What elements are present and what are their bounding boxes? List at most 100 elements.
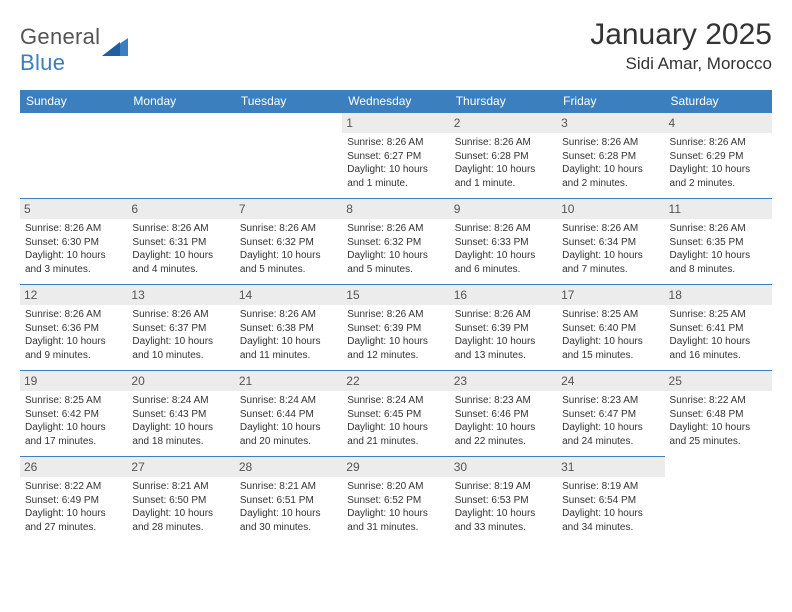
logo-part1: General bbox=[20, 24, 100, 49]
day-daylight: Daylight: 10 hours and 7 minutes. bbox=[562, 249, 659, 276]
day-sunset: Sunset: 6:39 PM bbox=[455, 322, 552, 336]
day-daylight: Daylight: 10 hours and 3 minutes. bbox=[25, 249, 122, 276]
calendar-week-row: 19Sunrise: 8:25 AMSunset: 6:42 PMDayligh… bbox=[20, 371, 772, 457]
calendar-week-row: 12Sunrise: 8:26 AMSunset: 6:36 PMDayligh… bbox=[20, 285, 772, 371]
day-sunrise: Sunrise: 8:26 AM bbox=[25, 222, 122, 236]
calendar-day-cell: 16Sunrise: 8:26 AMSunset: 6:39 PMDayligh… bbox=[450, 285, 557, 371]
day-sunrise: Sunrise: 8:26 AM bbox=[455, 136, 552, 150]
day-sunrise: Sunrise: 8:26 AM bbox=[562, 136, 659, 150]
column-header: Saturday bbox=[665, 90, 772, 113]
page-title: January 2025 bbox=[590, 18, 772, 52]
logo-triangle-icon bbox=[102, 34, 128, 61]
day-sunset: Sunset: 6:36 PM bbox=[25, 322, 122, 336]
day-daylight: Daylight: 10 hours and 2 minutes. bbox=[562, 163, 659, 190]
day-number: 30 bbox=[450, 457, 557, 477]
calendar-header-row: SundayMondayTuesdayWednesdayThursdayFrid… bbox=[20, 90, 772, 113]
day-sunset: Sunset: 6:42 PM bbox=[25, 408, 122, 422]
day-sunrise: Sunrise: 8:23 AM bbox=[455, 394, 552, 408]
day-sunrise: Sunrise: 8:25 AM bbox=[562, 308, 659, 322]
calendar-day-cell: 21Sunrise: 8:24 AMSunset: 6:44 PMDayligh… bbox=[235, 371, 342, 457]
day-number: 19 bbox=[20, 371, 127, 391]
day-number: 4 bbox=[665, 113, 772, 133]
day-daylight: Daylight: 10 hours and 8 minutes. bbox=[670, 249, 767, 276]
day-sunset: Sunset: 6:47 PM bbox=[562, 408, 659, 422]
day-number: 16 bbox=[450, 285, 557, 305]
day-sunrise: Sunrise: 8:26 AM bbox=[455, 222, 552, 236]
calendar-day-cell: 9Sunrise: 8:26 AMSunset: 6:33 PMDaylight… bbox=[450, 199, 557, 285]
day-daylight: Daylight: 10 hours and 1 minute. bbox=[347, 163, 444, 190]
calendar-day-cell: 15Sunrise: 8:26 AMSunset: 6:39 PMDayligh… bbox=[342, 285, 449, 371]
day-number: 29 bbox=[342, 457, 449, 477]
day-daylight: Daylight: 10 hours and 28 minutes. bbox=[132, 507, 229, 534]
day-sunset: Sunset: 6:43 PM bbox=[132, 408, 229, 422]
day-sunset: Sunset: 6:54 PM bbox=[562, 494, 659, 508]
column-header: Monday bbox=[127, 90, 234, 113]
day-sunset: Sunset: 6:53 PM bbox=[455, 494, 552, 508]
calendar-day-cell bbox=[127, 113, 234, 199]
day-number: 14 bbox=[235, 285, 342, 305]
calendar-day-cell: 6Sunrise: 8:26 AMSunset: 6:31 PMDaylight… bbox=[127, 199, 234, 285]
day-sunrise: Sunrise: 8:25 AM bbox=[670, 308, 767, 322]
header: General Blue January 2025 Sidi Amar, Mor… bbox=[20, 18, 772, 76]
day-sunset: Sunset: 6:33 PM bbox=[455, 236, 552, 250]
day-sunrise: Sunrise: 8:19 AM bbox=[455, 480, 552, 494]
day-number: 7 bbox=[235, 199, 342, 219]
day-sunrise: Sunrise: 8:26 AM bbox=[240, 222, 337, 236]
day-number: 11 bbox=[665, 199, 772, 219]
logo-text: General Blue bbox=[20, 24, 100, 76]
day-sunset: Sunset: 6:50 PM bbox=[132, 494, 229, 508]
day-number: 2 bbox=[450, 113, 557, 133]
day-daylight: Daylight: 10 hours and 27 minutes. bbox=[25, 507, 122, 534]
day-sunset: Sunset: 6:31 PM bbox=[132, 236, 229, 250]
calendar-day-cell: 1Sunrise: 8:26 AMSunset: 6:27 PMDaylight… bbox=[342, 113, 449, 199]
day-number: 25 bbox=[665, 371, 772, 391]
calendar-day-cell: 27 Sunrise: 8:21 AMSunset: 6:50 PMDayligh… bbox=[127, 457, 234, 543]
calendar-day-cell: 24Sunrise: 8:23 AMSunset: 6:47 PMDayligh… bbox=[557, 371, 664, 457]
calendar-day-cell: 29Sunrise: 8:20 AMSunset: 6:52 PMDayligh… bbox=[342, 457, 449, 543]
calendar-day-cell bbox=[20, 113, 127, 199]
calendar-day-cell: 13Sunrise: 8:26 AMSunset: 6:37 PMDayligh… bbox=[127, 285, 234, 371]
day-number: 5 bbox=[20, 199, 127, 219]
day-daylight: Daylight: 10 hours and 1 minute. bbox=[455, 163, 552, 190]
day-sunrise: Sunrise: 8:22 AM bbox=[670, 394, 767, 408]
day-sunset: Sunset: 6:30 PM bbox=[25, 236, 122, 250]
day-daylight: Daylight: 10 hours and 5 minutes. bbox=[347, 249, 444, 276]
calendar-day-cell: 12Sunrise: 8:26 AMSunset: 6:36 PMDayligh… bbox=[20, 285, 127, 371]
day-daylight: Daylight: 10 hours and 20 minutes. bbox=[240, 421, 337, 448]
day-daylight: Daylight: 10 hours and 34 minutes. bbox=[562, 507, 659, 534]
day-sunrise: Sunrise: 8:21 AM bbox=[132, 480, 229, 494]
day-sunrise: Sunrise: 8:24 AM bbox=[132, 394, 229, 408]
day-sunset: Sunset: 6:44 PM bbox=[240, 408, 337, 422]
calendar-day-cell bbox=[235, 113, 342, 199]
calendar-day-cell: 25Sunrise: 8:22 AMSunset: 6:48 PMDayligh… bbox=[665, 371, 772, 457]
day-number: 26 bbox=[20, 457, 127, 477]
calendar-day-cell: 22Sunrise: 8:24 AMSunset: 6:45 PMDayligh… bbox=[342, 371, 449, 457]
day-number: 22 bbox=[342, 371, 449, 391]
day-daylight: Daylight: 10 hours and 22 minutes. bbox=[455, 421, 552, 448]
calendar-day-cell: 5 Sunrise: 8:26 AMSunset: 6:30 PMDaylight… bbox=[20, 199, 127, 285]
day-number: 6 bbox=[127, 199, 234, 219]
day-sunrise: Sunrise: 8:26 AM bbox=[25, 308, 122, 322]
calendar-day-cell: 11Sunrise: 8:26 AMSunset: 6:35 PMDayligh… bbox=[665, 199, 772, 285]
day-number: 27 bbox=[127, 457, 234, 477]
day-number: 15 bbox=[342, 285, 449, 305]
calendar-day-cell bbox=[665, 457, 772, 543]
calendar-week-row: 1Sunrise: 8:26 AMSunset: 6:27 PMDaylight… bbox=[20, 113, 772, 199]
calendar-day-cell: 28Sunrise: 8:21 AMSunset: 6:51 PMDayligh… bbox=[235, 457, 342, 543]
calendar-day-cell: 4Sunrise: 8:26 AMSunset: 6:29 PMDaylight… bbox=[665, 113, 772, 199]
calendar-day-cell: 10Sunrise: 8:26 AMSunset: 6:34 PMDayligh… bbox=[557, 199, 664, 285]
day-daylight: Daylight: 10 hours and 18 minutes. bbox=[132, 421, 229, 448]
day-sunrise: Sunrise: 8:21 AM bbox=[240, 480, 337, 494]
day-number: 13 bbox=[127, 285, 234, 305]
calendar-day-cell: 14Sunrise: 8:26 AMSunset: 6:38 PMDayligh… bbox=[235, 285, 342, 371]
calendar-day-cell: 3Sunrise: 8:26 AMSunset: 6:28 PMDaylight… bbox=[557, 113, 664, 199]
day-sunset: Sunset: 6:34 PM bbox=[562, 236, 659, 250]
day-sunrise: Sunrise: 8:26 AM bbox=[455, 308, 552, 322]
day-sunrise: Sunrise: 8:26 AM bbox=[670, 136, 767, 150]
day-daylight: Daylight: 10 hours and 16 minutes. bbox=[670, 335, 767, 362]
day-sunrise: Sunrise: 8:26 AM bbox=[347, 136, 444, 150]
day-sunrise: Sunrise: 8:26 AM bbox=[562, 222, 659, 236]
day-sunset: Sunset: 6:45 PM bbox=[347, 408, 444, 422]
day-daylight: Daylight: 10 hours and 2 minutes. bbox=[670, 163, 767, 190]
day-sunset: Sunset: 6:46 PM bbox=[455, 408, 552, 422]
